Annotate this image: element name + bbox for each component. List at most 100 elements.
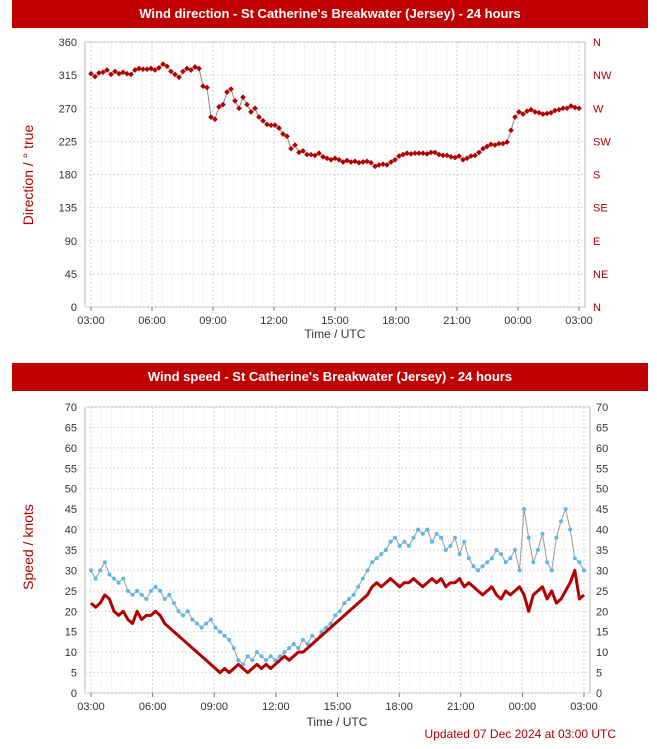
direction-point — [532, 109, 538, 115]
direction-point — [488, 141, 494, 148]
gust-point — [462, 539, 467, 544]
gust-point — [393, 535, 398, 540]
gust-point — [277, 654, 282, 659]
direction-point — [256, 114, 262, 120]
gust-point — [310, 633, 315, 638]
compass-tick-label: NW — [593, 70, 612, 82]
direction-point — [412, 150, 418, 157]
direction-point — [360, 159, 366, 165]
direction-point — [264, 121, 270, 128]
gust-point — [204, 621, 209, 626]
gust-point — [434, 531, 439, 536]
direction-point — [288, 145, 294, 152]
gust-point — [153, 584, 158, 589]
y2-tick-label: 50 — [596, 484, 608, 496]
direction-chart-title: Wind direction - St Catherine's Breakwat… — [12, 0, 648, 28]
y-tick-label: 10 — [65, 647, 77, 659]
direction-point — [220, 101, 226, 108]
gust-point — [494, 548, 499, 552]
direction-point — [304, 151, 310, 158]
direction-point — [440, 152, 446, 159]
direction-point — [336, 156, 342, 163]
mean-speed-line — [90, 568, 585, 675]
direction-point — [404, 150, 410, 157]
gust-point — [116, 580, 121, 585]
gust-point — [402, 539, 407, 544]
gust-point — [144, 597, 149, 601]
gust-point — [531, 560, 536, 565]
direction-point — [428, 149, 434, 156]
direction-point — [432, 149, 438, 156]
gust-point — [139, 592, 144, 597]
direction-point — [88, 70, 94, 77]
gust-point — [347, 597, 351, 601]
direction-point — [228, 86, 234, 92]
gust-point — [199, 625, 204, 630]
direction-point — [172, 71, 178, 78]
direction-point — [540, 111, 546, 117]
y2-tick-label: 5 — [596, 668, 602, 680]
direction-point — [552, 107, 558, 114]
direction-x-axis-title: Time / UTC — [305, 327, 366, 341]
y-tick-label: 15 — [65, 627, 77, 639]
gust-point — [268, 654, 273, 659]
gust-point — [379, 552, 384, 557]
gust-point — [135, 588, 140, 593]
direction-point — [380, 161, 386, 168]
speed-y2-ticks: 0 5 10 15 20 25 30 35 40 45 50 55 60 65 70 — [596, 402, 608, 700]
y2-tick-label: 40 — [596, 525, 608, 537]
gust-point — [218, 629, 222, 634]
gust-point — [227, 637, 232, 642]
gust-point — [213, 625, 218, 630]
gust-point — [305, 642, 310, 646]
gust-point — [517, 568, 522, 573]
direction-point — [576, 105, 582, 112]
x-tick-label: 21:00 — [443, 315, 471, 327]
gust-point — [360, 576, 365, 581]
gust-point — [319, 629, 324, 634]
gust-point — [282, 650, 287, 655]
direction-point — [276, 125, 282, 131]
direction-point — [476, 149, 482, 156]
y-tick-label: 0 — [71, 688, 77, 700]
gust-point — [568, 527, 573, 532]
y2-tick-label: 30 — [596, 565, 608, 577]
x-tick-label: 06:00 — [139, 701, 167, 713]
gust-point — [535, 548, 540, 552]
y-tick-label: 45 — [65, 504, 77, 516]
direction-point — [96, 70, 102, 76]
direction-point — [496, 140, 502, 147]
direction-point — [204, 84, 210, 91]
direction-point — [564, 105, 570, 112]
direction-point — [240, 94, 246, 101]
direction-point — [244, 101, 250, 108]
gust-point — [554, 535, 559, 540]
direction-point — [232, 98, 238, 104]
y-tick-label: 90 — [65, 236, 77, 248]
gust-point — [351, 592, 356, 597]
y2-tick-label: 15 — [596, 627, 608, 639]
gust-point — [476, 568, 480, 573]
gust-point — [245, 654, 250, 659]
gust-point — [540, 531, 545, 536]
y2-tick-label: 35 — [596, 545, 608, 557]
y-tick-label: 70 — [65, 402, 77, 414]
x-tick-label: 06:00 — [138, 315, 166, 327]
direction-point — [436, 151, 442, 158]
gust-point — [222, 633, 227, 638]
direction-point — [300, 148, 306, 154]
direction-point — [124, 70, 130, 77]
gust-point — [526, 535, 531, 540]
gust-point — [259, 654, 264, 659]
direction-point — [248, 109, 254, 115]
gust-point — [333, 613, 338, 618]
y2-tick-label: 0 — [596, 688, 602, 700]
gust-point — [89, 568, 93, 573]
x-tick-label: 00:00 — [504, 315, 532, 327]
gust-point — [236, 658, 241, 663]
gust-point — [264, 658, 269, 663]
gust-point — [397, 543, 402, 548]
gust-point — [439, 535, 444, 540]
y-tick-label: 0 — [71, 302, 77, 314]
gust-point — [582, 568, 586, 573]
